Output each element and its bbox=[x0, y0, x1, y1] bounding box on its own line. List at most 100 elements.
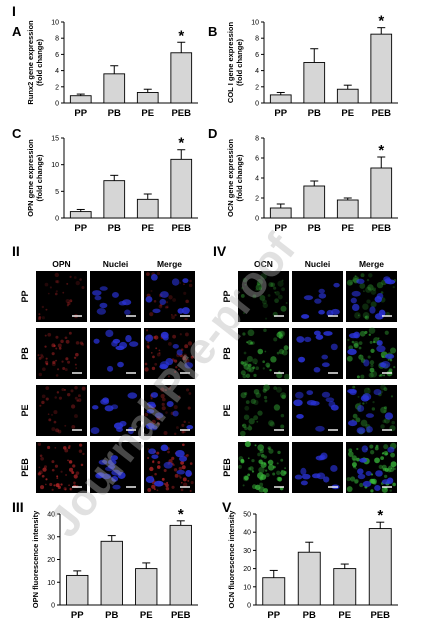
y-tick-label: 20 bbox=[47, 557, 55, 564]
nucleus bbox=[127, 392, 138, 399]
stain-signal bbox=[253, 399, 259, 406]
stain-signal bbox=[80, 463, 84, 467]
stain-signal bbox=[262, 302, 268, 309]
stain-signal bbox=[243, 360, 249, 365]
nucleus bbox=[385, 279, 396, 285]
stain-signal bbox=[262, 360, 266, 364]
chart-B: B 0 2 4 6 8 10 COL I gene expression (fold chang… bbox=[208, 13, 398, 119]
stain-signal bbox=[147, 456, 150, 459]
stain-signal bbox=[181, 430, 185, 434]
nucleus bbox=[365, 471, 372, 476]
stain-signal bbox=[367, 387, 370, 391]
panel-label: D bbox=[208, 126, 217, 141]
stain-signal bbox=[259, 482, 264, 487]
stain-signal bbox=[375, 444, 379, 448]
stain-signal bbox=[73, 481, 76, 485]
nucleus bbox=[150, 392, 159, 398]
stain-signal bbox=[255, 392, 261, 398]
stain-signal bbox=[263, 488, 269, 493]
stain-signal bbox=[172, 334, 177, 339]
nucleus bbox=[301, 314, 310, 319]
opn-tile-PB-Nuclei bbox=[90, 328, 141, 379]
nucleus bbox=[347, 348, 357, 356]
stain-signal bbox=[369, 340, 373, 344]
x-tick-label: PP bbox=[71, 610, 84, 621]
stain-signal bbox=[354, 478, 359, 484]
stain-signal bbox=[182, 443, 185, 447]
stain-signal bbox=[61, 388, 65, 392]
stain-signal bbox=[384, 474, 388, 479]
stain-signal bbox=[258, 466, 265, 474]
stain-signal bbox=[55, 335, 59, 339]
stain-signal bbox=[268, 448, 274, 454]
stain-signal bbox=[253, 388, 260, 395]
stain-signal bbox=[40, 456, 44, 461]
section-label-I: I bbox=[12, 3, 16, 19]
nucleus bbox=[176, 469, 185, 475]
bar-PEB bbox=[368, 528, 392, 606]
nucleus bbox=[369, 306, 376, 314]
stain-signal bbox=[384, 467, 389, 472]
nucleus bbox=[151, 454, 159, 459]
opn-tile-PE-OPN bbox=[36, 385, 87, 436]
nucleus bbox=[124, 309, 131, 315]
stain-signal bbox=[256, 420, 259, 423]
nucleus bbox=[182, 278, 189, 284]
nucleus bbox=[350, 297, 357, 304]
y-tick-label: 10 bbox=[51, 20, 59, 27]
stain-signal bbox=[51, 427, 56, 431]
stain-signal bbox=[188, 283, 193, 288]
nucleus bbox=[179, 455, 188, 462]
nucleus bbox=[163, 461, 173, 469]
chart-III: 0 10 20 30 40 OPN fluorescence intensity PP PB P… bbox=[31, 506, 198, 621]
y-tick-label: 0 bbox=[55, 216, 59, 223]
y-axis-label: (fold change) bbox=[35, 38, 44, 86]
stain-signal bbox=[363, 290, 365, 293]
nucleus bbox=[172, 410, 179, 417]
ocn-tile-PB-OCN bbox=[238, 328, 290, 380]
nucleus bbox=[315, 334, 324, 340]
stain-signal bbox=[151, 484, 156, 489]
bar-PB bbox=[303, 185, 326, 219]
stain-signal bbox=[240, 361, 244, 365]
stain-signal bbox=[376, 281, 384, 289]
stain-signal bbox=[163, 469, 167, 473]
stain-signal bbox=[147, 341, 150, 344]
stain-signal bbox=[353, 342, 359, 349]
nucleus bbox=[330, 464, 338, 472]
stain-signal bbox=[71, 425, 76, 429]
stain-signal bbox=[354, 275, 357, 277]
stain-signal bbox=[178, 474, 181, 477]
x-tick-label: PP bbox=[74, 108, 87, 119]
tile-background bbox=[90, 442, 141, 493]
stain-signal bbox=[347, 451, 354, 457]
nucleus bbox=[300, 467, 307, 476]
stain-signal bbox=[69, 488, 72, 490]
stain-signal bbox=[154, 362, 158, 366]
ocn-tile-PEB-Merge bbox=[346, 442, 397, 493]
stain-signal bbox=[242, 374, 247, 379]
stain-signal bbox=[184, 317, 187, 321]
stain-signal bbox=[60, 483, 63, 486]
nucleus bbox=[111, 475, 119, 482]
x-tick-label: PB bbox=[108, 108, 121, 119]
stain-signal bbox=[40, 355, 44, 359]
stain-signal bbox=[280, 458, 284, 462]
nucleus bbox=[318, 309, 325, 315]
bar-PB bbox=[100, 540, 123, 606]
nucleus bbox=[298, 356, 306, 363]
stain-signal bbox=[175, 366, 178, 369]
stain-signal bbox=[161, 402, 165, 406]
stain-signal bbox=[369, 360, 375, 365]
stain-signal bbox=[79, 443, 83, 447]
stain-signal bbox=[76, 399, 79, 402]
nucleus bbox=[90, 427, 100, 434]
ocn-tile-PP-OCN bbox=[238, 271, 289, 322]
stain-signal bbox=[66, 392, 71, 397]
stain-signal bbox=[358, 341, 363, 345]
stain-signal bbox=[43, 465, 48, 469]
stain-signal bbox=[189, 489, 192, 493]
opn-tile-PEB-OPN bbox=[36, 442, 87, 493]
y-tick-label: 4 bbox=[55, 68, 59, 75]
nucleus bbox=[300, 480, 308, 486]
